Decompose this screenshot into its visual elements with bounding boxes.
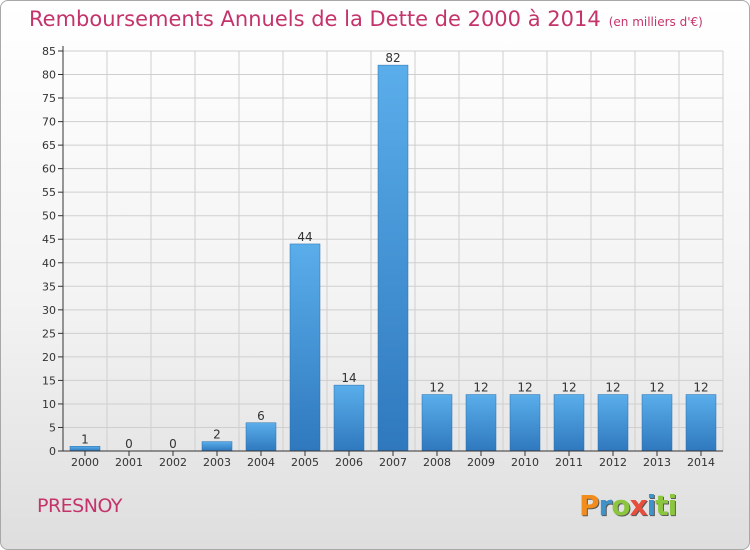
y-tick-label: 70 bbox=[42, 116, 56, 129]
bar bbox=[553, 394, 585, 452]
y-tick-label: 0 bbox=[49, 445, 56, 458]
y-tick-label: 85 bbox=[42, 45, 56, 58]
x-tick-label: 2003 bbox=[203, 456, 231, 469]
logo-letter: x bbox=[629, 489, 648, 522]
x-tick-label: 2005 bbox=[291, 456, 319, 469]
bar-value-label: 2 bbox=[213, 428, 221, 442]
y-tick-label: 55 bbox=[42, 186, 56, 199]
bar-value-label: 14 bbox=[341, 371, 356, 385]
logo-letter: o bbox=[611, 489, 630, 522]
bar-value-label: 12 bbox=[473, 381, 488, 395]
y-tick-label: 60 bbox=[42, 163, 56, 176]
bar-value-label: 0 bbox=[125, 437, 133, 451]
bar-value-label: 82 bbox=[385, 51, 400, 65]
x-tick-label: 2001 bbox=[115, 456, 143, 469]
axis-layer: 0510152025303540455055606570758085120000… bbox=[42, 45, 723, 469]
chart-title-block: Remboursements Annuels de la Dette de 20… bbox=[29, 7, 703, 31]
bar bbox=[685, 394, 717, 452]
x-tick-label: 2011 bbox=[555, 456, 583, 469]
y-tick-label: 45 bbox=[42, 233, 56, 246]
bar bbox=[465, 394, 497, 452]
bar-value-label: 12 bbox=[605, 381, 620, 395]
commune-name: PRESNOY bbox=[37, 495, 122, 517]
bar bbox=[597, 394, 629, 452]
bar-value-label: 12 bbox=[693, 381, 708, 395]
y-tick-label: 25 bbox=[42, 327, 56, 340]
y-tick-label: 10 bbox=[42, 398, 56, 411]
x-tick-label: 2013 bbox=[643, 456, 671, 469]
logo-letter: i bbox=[646, 489, 657, 522]
y-tick-label: 50 bbox=[42, 210, 56, 223]
logo-letter: ti bbox=[655, 489, 677, 522]
x-tick-label: 2006 bbox=[335, 456, 363, 469]
logo-letter: r bbox=[598, 489, 613, 522]
bar-value-label: 6 bbox=[257, 409, 265, 423]
bar bbox=[245, 422, 277, 452]
chart-unit: (en milliers d'€) bbox=[608, 15, 703, 29]
x-tick-label: 2009 bbox=[467, 456, 495, 469]
logo-letter: P bbox=[579, 489, 600, 522]
bar bbox=[289, 243, 321, 452]
bar bbox=[69, 446, 101, 452]
bar-value-label: 12 bbox=[517, 381, 532, 395]
y-tick-label: 5 bbox=[49, 421, 56, 434]
bar-value-label: 1 bbox=[81, 432, 89, 446]
y-tick-label: 30 bbox=[42, 304, 56, 317]
bar-value-label: 12 bbox=[561, 381, 576, 395]
x-tick-label: 2012 bbox=[599, 456, 627, 469]
proxiti-logo: Proxiti bbox=[579, 489, 677, 522]
x-tick-label: 2010 bbox=[511, 456, 539, 469]
x-tick-label: 2002 bbox=[159, 456, 187, 469]
bar bbox=[333, 384, 365, 452]
y-tick-label: 75 bbox=[42, 92, 56, 105]
bar-value-label: 12 bbox=[649, 381, 664, 395]
x-tick-label: 2008 bbox=[423, 456, 451, 469]
bar-value-label: 44 bbox=[297, 230, 312, 244]
bar-value-label: 0 bbox=[169, 437, 177, 451]
y-tick-label: 15 bbox=[42, 374, 56, 387]
bar bbox=[509, 394, 541, 452]
bar bbox=[641, 394, 673, 452]
x-tick-label: 2014 bbox=[687, 456, 715, 469]
y-tick-label: 80 bbox=[42, 69, 56, 82]
x-tick-label: 2004 bbox=[247, 456, 275, 469]
bar bbox=[377, 64, 409, 452]
y-tick-label: 20 bbox=[42, 351, 56, 364]
y-tick-label: 40 bbox=[42, 257, 56, 270]
bar-layer bbox=[69, 64, 717, 452]
x-tick-label: 2007 bbox=[379, 456, 407, 469]
y-tick-label: 35 bbox=[42, 280, 56, 293]
x-tick-label: 2000 bbox=[71, 456, 99, 469]
y-tick-label: 65 bbox=[42, 139, 56, 152]
bar-value-label: 12 bbox=[429, 381, 444, 395]
bar bbox=[421, 394, 453, 452]
chart-title: Remboursements Annuels de la Dette de 20… bbox=[29, 7, 601, 31]
bar bbox=[201, 441, 233, 452]
